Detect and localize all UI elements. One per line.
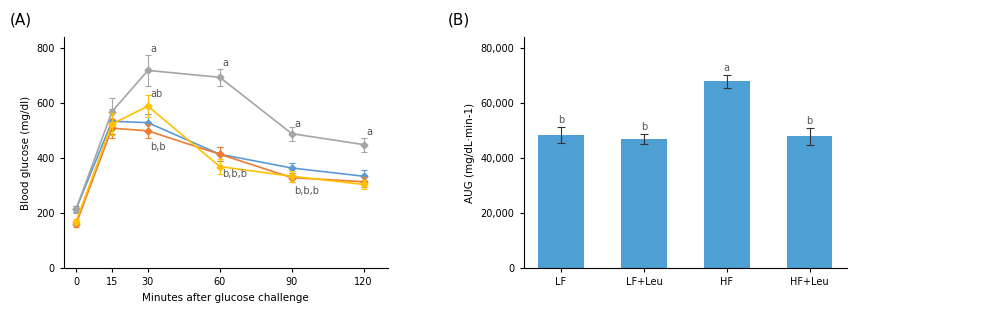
LF+Leu bbox=[358, 180, 369, 183]
HF+Leu bbox=[70, 220, 82, 223]
Line: LF: LF bbox=[74, 119, 366, 212]
HF+Leu bbox=[286, 174, 297, 178]
Bar bbox=[787, 136, 832, 268]
LF+Leu bbox=[142, 129, 154, 133]
Bar bbox=[622, 139, 667, 268]
Text: b,b,b: b,b,b bbox=[223, 169, 247, 179]
LF bbox=[70, 207, 82, 211]
Text: a: a bbox=[724, 63, 730, 73]
HF+Leu bbox=[106, 122, 118, 126]
HF+Leu bbox=[358, 183, 369, 186]
Y-axis label: Blood glucose (mg/dl): Blood glucose (mg/dl) bbox=[21, 96, 31, 210]
LF bbox=[214, 152, 226, 156]
Bar bbox=[704, 81, 750, 268]
Text: b,b,b: b,b,b bbox=[295, 186, 319, 196]
HF+Leu bbox=[142, 104, 154, 108]
HF bbox=[286, 132, 297, 135]
Bar bbox=[538, 135, 584, 268]
LF bbox=[106, 119, 118, 123]
LF+Leu bbox=[70, 222, 82, 226]
HF+Leu bbox=[214, 165, 226, 168]
Line: LF+Leu: LF+Leu bbox=[74, 126, 366, 227]
Text: a: a bbox=[366, 127, 372, 137]
LF bbox=[358, 174, 369, 178]
LF+Leu bbox=[106, 126, 118, 130]
Text: ab: ab bbox=[151, 89, 163, 99]
Text: a: a bbox=[151, 44, 157, 54]
Text: (A): (A) bbox=[10, 12, 32, 27]
HF bbox=[142, 69, 154, 72]
X-axis label: Minutes after glucose challenge: Minutes after glucose challenge bbox=[143, 293, 309, 303]
Text: (B): (B) bbox=[448, 12, 471, 27]
Legend: LF, LF+Leu, HF, HF+Leu: LF, LF+Leu, HF, HF+Leu bbox=[114, 0, 337, 5]
Text: b: b bbox=[807, 116, 813, 126]
Line: HF+Leu: HF+Leu bbox=[74, 104, 366, 224]
HF bbox=[358, 143, 369, 147]
LF+Leu bbox=[214, 152, 226, 156]
HF bbox=[214, 76, 226, 79]
Text: b: b bbox=[558, 115, 564, 125]
Text: b: b bbox=[641, 122, 647, 132]
Text: a: a bbox=[295, 119, 300, 129]
Y-axis label: AUG (mg/dL·min-1): AUG (mg/dL·min-1) bbox=[465, 103, 475, 203]
Line: HF: HF bbox=[74, 68, 366, 212]
LF bbox=[142, 121, 154, 124]
LF+Leu bbox=[286, 176, 297, 179]
HF bbox=[106, 110, 118, 114]
Text: b,b: b,b bbox=[151, 143, 165, 153]
HF bbox=[70, 207, 82, 211]
Text: a: a bbox=[223, 58, 229, 68]
LF bbox=[286, 166, 297, 170]
